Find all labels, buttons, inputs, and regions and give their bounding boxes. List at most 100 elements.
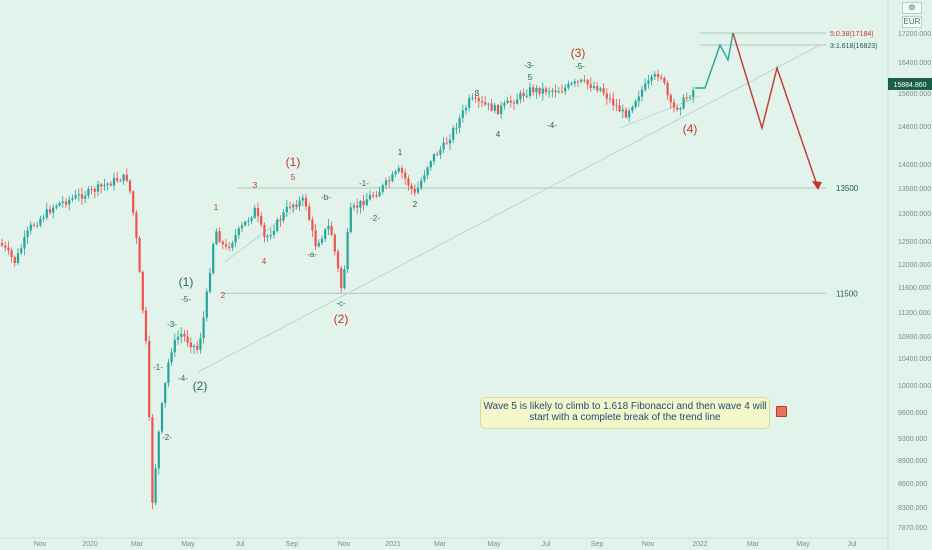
projection-wave5 <box>695 32 734 89</box>
candle-body <box>13 256 16 264</box>
candle-body <box>644 83 647 90</box>
candle-body <box>493 105 496 111</box>
candle-body <box>224 244 228 247</box>
candle-body <box>519 93 522 100</box>
candle-body <box>378 191 381 196</box>
candle-body <box>464 107 468 111</box>
candle-body <box>116 178 119 181</box>
candle-body <box>589 84 592 88</box>
candle-body <box>292 204 295 208</box>
candle-body <box>452 128 455 140</box>
candle-body <box>391 174 394 182</box>
candle-body <box>381 185 384 192</box>
candle-body <box>87 188 90 196</box>
candle-body <box>669 95 672 103</box>
price-tick-label: 14800.000 <box>898 124 931 131</box>
last-price-badge: 15884.860 <box>888 78 932 90</box>
candle-body <box>432 154 436 162</box>
candle-body <box>336 251 340 269</box>
candle-body <box>612 98 615 106</box>
candle-body <box>45 209 48 218</box>
candle-body <box>48 209 52 213</box>
candle-body <box>218 231 221 242</box>
candle-body <box>61 201 64 203</box>
candle-body <box>487 103 490 105</box>
candle-body <box>573 81 576 84</box>
wave-label-major: (3) <box>571 46 586 60</box>
price-tick-label: 8900.000 <box>898 458 927 465</box>
wave-label-minor: 5 <box>528 73 533 82</box>
candle-body <box>468 98 471 108</box>
candle-body <box>132 191 135 213</box>
candle-body <box>551 90 554 92</box>
wave-label-major: (1) <box>286 155 301 169</box>
candle-body <box>42 217 45 219</box>
candle-body <box>628 110 631 118</box>
candle-body <box>397 168 400 172</box>
candle-body <box>346 232 349 270</box>
price-tick-label: 15600.000 <box>898 91 931 98</box>
last-price-box <box>888 78 932 90</box>
candle-body <box>199 338 202 350</box>
candle-body <box>490 103 493 111</box>
axis-tools: ⚙ EUR <box>902 2 922 30</box>
candle-body <box>295 204 298 207</box>
wave-label-minor: -4- <box>178 374 188 383</box>
candle-body <box>32 224 36 226</box>
time-tick-label: May <box>181 541 195 548</box>
candle-body <box>647 80 650 84</box>
candle-body <box>20 248 23 254</box>
price-tick-label: 7870.000 <box>898 525 927 532</box>
candle-body <box>560 91 564 93</box>
candle-body <box>653 74 656 77</box>
candle-body <box>279 219 282 221</box>
axis-settings-icon[interactable]: ⚙ <box>902 2 922 14</box>
price-axis[interactable]: 17200.000 16400.000 15600.000 14800.000 1400… <box>898 31 931 532</box>
candle-body <box>420 180 423 188</box>
candle-body <box>93 188 96 192</box>
candle-body <box>77 194 80 196</box>
candle-body <box>269 234 272 237</box>
time-tick-label: Jul <box>848 541 857 548</box>
candle-body <box>112 178 116 186</box>
wave-label-minor: 5 <box>291 173 296 182</box>
candle-body <box>39 218 42 226</box>
note-flag-icon[interactable] <box>776 406 787 417</box>
candle-body <box>164 383 167 404</box>
candle-body <box>250 217 253 221</box>
candle-body <box>0 243 4 246</box>
candle-body <box>26 230 29 238</box>
candle-body <box>301 197 304 201</box>
candle-body <box>180 333 183 337</box>
candle-body <box>349 207 352 233</box>
candle-body <box>16 253 20 264</box>
candle-body <box>455 127 458 129</box>
candle-body <box>509 100 512 103</box>
candle-body <box>672 102 676 108</box>
price-tick-label: 10900.000 <box>898 334 931 341</box>
currency-badge[interactable]: EUR <box>902 16 922 28</box>
wave-label-minor: -3- <box>524 61 534 70</box>
wave-label-minor: 3 <box>475 89 480 98</box>
annotation-note[interactable]: Wave 5 is likely to climb to 1.618 Fibon… <box>480 397 770 429</box>
candle-body <box>570 83 573 85</box>
time-tick-label: Sep <box>591 541 604 548</box>
candle-body <box>183 333 186 337</box>
candle-body <box>148 341 151 418</box>
candle-body <box>327 225 330 230</box>
candle-body <box>64 201 68 205</box>
candle-body <box>640 89 644 97</box>
candle-body <box>608 98 612 100</box>
candle-body <box>416 187 420 193</box>
candle-body <box>80 194 84 199</box>
candle-body <box>500 105 503 114</box>
candle-body <box>541 88 544 94</box>
price-tick-label: 8300.000 <box>898 505 927 512</box>
candle-body <box>84 195 87 199</box>
candle-body <box>410 185 413 190</box>
time-axis[interactable]: Nov 2020 Mar May Jul Sep Nov 2021 Mar May Jul Sep No… <box>34 541 857 548</box>
candle-body <box>548 91 551 93</box>
candle-body <box>189 342 192 348</box>
